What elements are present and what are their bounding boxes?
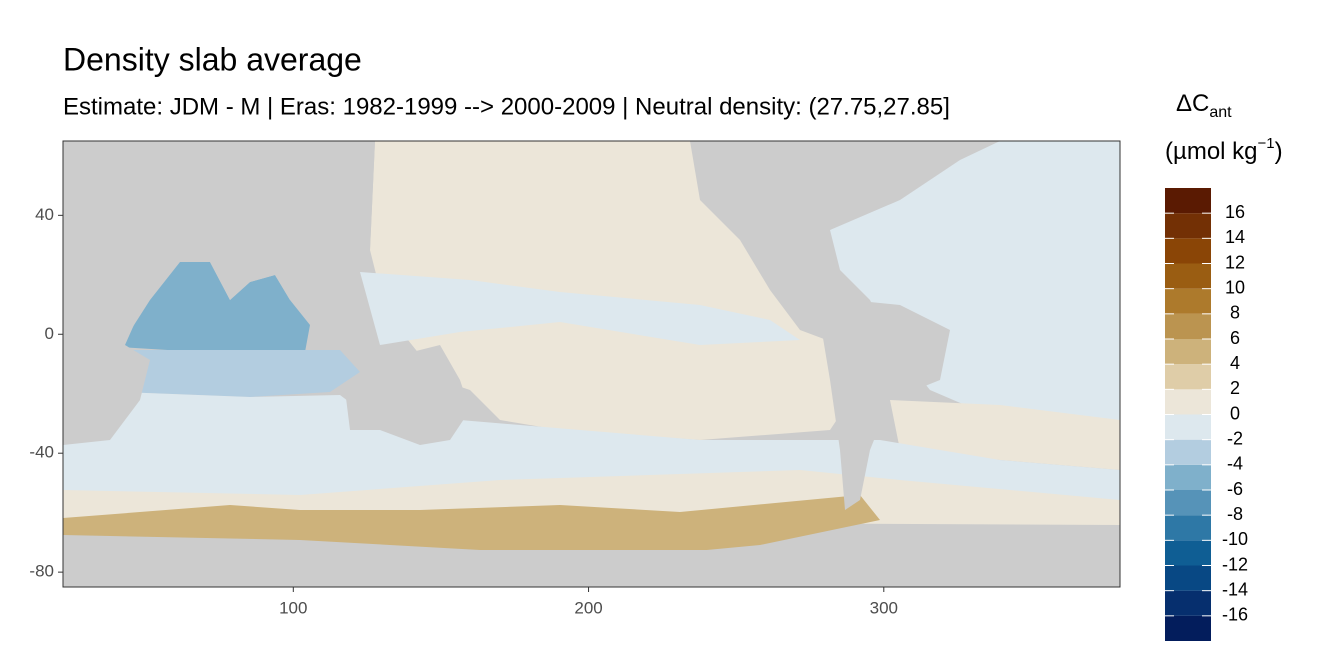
y-tick-label: 40 bbox=[35, 205, 54, 224]
y-tick-label: -40 bbox=[29, 443, 54, 462]
legend-label: -12 bbox=[1222, 554, 1248, 574]
legend-title: ΔCant bbox=[1176, 90, 1232, 121]
legend-label: 0 bbox=[1230, 403, 1240, 423]
legend-label: 10 bbox=[1225, 277, 1245, 297]
legend-bin bbox=[1165, 263, 1211, 289]
chart-subtitle: Estimate: JDM - M | Eras: 1982-1999 --> … bbox=[63, 93, 950, 120]
legend-bin bbox=[1165, 339, 1211, 365]
map bbox=[63, 141, 1120, 587]
legend-label: 6 bbox=[1230, 328, 1240, 348]
panel-border bbox=[62, 140, 1121, 588]
legend-label: -8 bbox=[1227, 504, 1243, 524]
legend-label: 16 bbox=[1225, 202, 1245, 222]
africa bbox=[63, 141, 160, 445]
legend-label: 4 bbox=[1230, 353, 1240, 373]
legend-bin bbox=[1165, 565, 1211, 591]
legend-label: 2 bbox=[1230, 378, 1240, 398]
legend-label: -16 bbox=[1222, 605, 1248, 625]
southern-band-tan bbox=[63, 495, 880, 560]
legend-bin bbox=[1165, 414, 1211, 440]
indian-south bbox=[120, 350, 360, 397]
x-tick-label: 300 bbox=[870, 598, 898, 617]
legend-bin bbox=[1165, 615, 1211, 641]
legend-bin bbox=[1165, 439, 1211, 465]
legend-label: -2 bbox=[1227, 428, 1243, 448]
legend-bin bbox=[1165, 288, 1211, 314]
legend-bin bbox=[1165, 464, 1211, 490]
legend-bin bbox=[1165, 490, 1211, 516]
legend-label: 14 bbox=[1225, 227, 1245, 247]
legend-bin bbox=[1165, 364, 1211, 390]
legend-label: 12 bbox=[1225, 252, 1245, 272]
legend-label: 8 bbox=[1230, 303, 1240, 323]
pacific-equatorial bbox=[360, 272, 800, 345]
legend-bin bbox=[1165, 389, 1211, 415]
south-america bbox=[820, 300, 950, 510]
chart-title: Density slab average bbox=[63, 41, 362, 77]
indian-subtropic bbox=[63, 392, 360, 440]
atlantic bbox=[830, 141, 1120, 440]
legend-label: -14 bbox=[1222, 579, 1248, 599]
legend-label: -10 bbox=[1222, 529, 1248, 549]
north-america bbox=[690, 141, 1000, 270]
legend-bin bbox=[1165, 515, 1211, 541]
legend-bin bbox=[1165, 313, 1211, 339]
asia bbox=[150, 141, 375, 300]
y-tick-label: 0 bbox=[45, 324, 54, 343]
legend-label: -6 bbox=[1227, 479, 1243, 499]
legend-bin bbox=[1165, 238, 1211, 264]
legend-bin bbox=[1165, 590, 1211, 616]
x-tick-label: 100 bbox=[279, 598, 307, 617]
legend-bin bbox=[1165, 188, 1211, 214]
antarctica bbox=[63, 550, 1120, 587]
y-tick-label: -80 bbox=[29, 562, 54, 581]
legend-bin bbox=[1165, 540, 1211, 566]
legend-unit: (µmol kg−1) bbox=[1165, 135, 1283, 165]
x-tick-label: 200 bbox=[574, 598, 602, 617]
legend-bin bbox=[1165, 213, 1211, 239]
pacific-north bbox=[370, 141, 850, 440]
australia bbox=[345, 345, 470, 445]
legend-label: -4 bbox=[1227, 454, 1243, 474]
indian-ocean bbox=[120, 262, 310, 352]
